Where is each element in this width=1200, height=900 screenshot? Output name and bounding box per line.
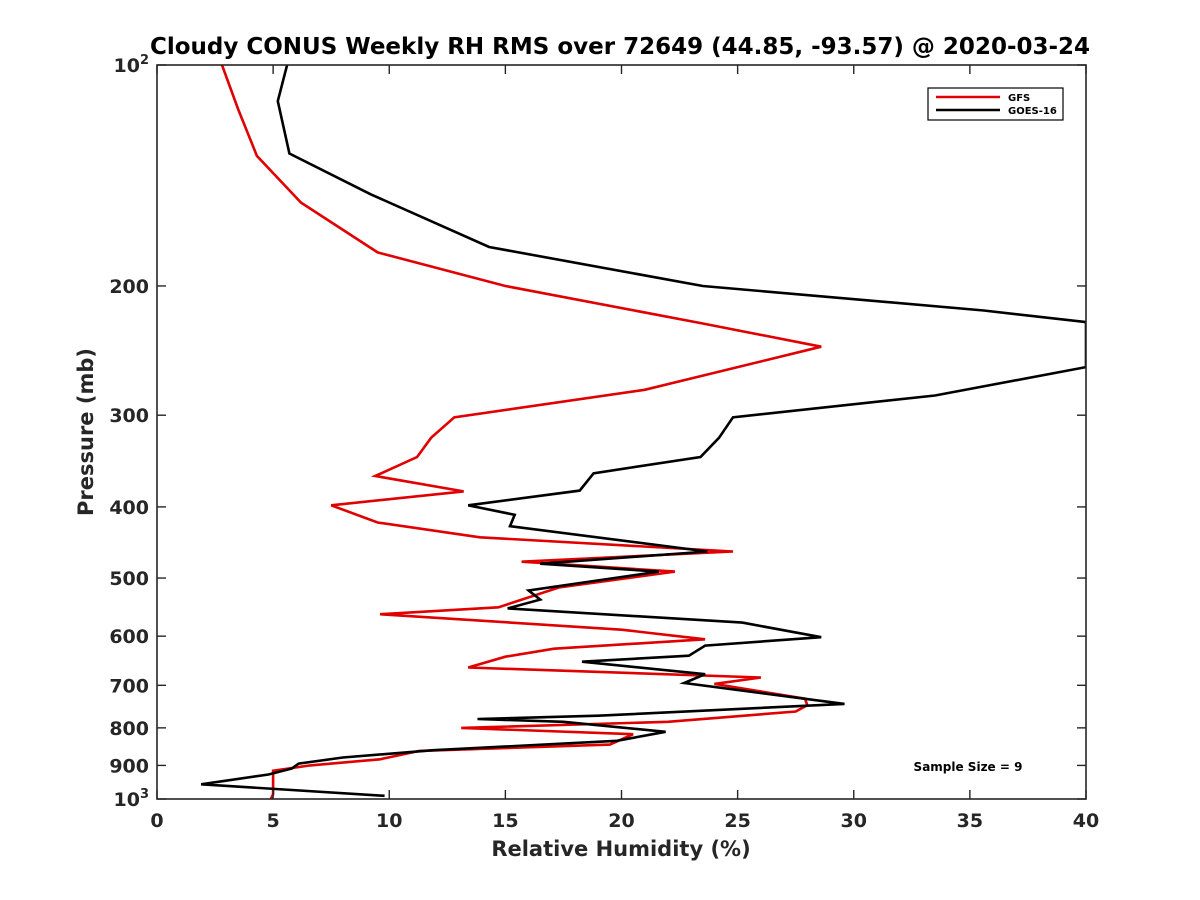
- x-tick-label: 40: [1073, 810, 1099, 832]
- y-tick-label: 800: [109, 718, 149, 740]
- x-tick-label: 35: [957, 810, 983, 832]
- sample-size-annotation: Sample Size = 9: [914, 760, 1023, 774]
- y-tick-label: 900: [109, 755, 149, 777]
- x-tick-label: 10: [376, 810, 402, 832]
- legend-box: [927, 87, 1064, 121]
- legend-label-goes-16: GOES-16: [1008, 106, 1057, 117]
- y-tick-label: 500: [109, 568, 149, 590]
- series-line-goes-16: [200, 65, 1086, 798]
- legend-label-gfs: GFS: [1008, 93, 1030, 104]
- y-axis: 102 200 300 400 500 600 700 800 900 103: [109, 53, 1086, 811]
- y-tick-label: 102: [114, 53, 150, 77]
- y-tick-label: 300: [109, 405, 149, 427]
- chart-title: Cloudy CONUS Weekly RH RMS over 72649 (4…: [150, 34, 1090, 60]
- x-tick-label: 20: [608, 810, 634, 832]
- y-tick-label: 200: [109, 276, 149, 298]
- series-line-gfs: [220, 65, 822, 799]
- x-axis-label: Relative Humidity (%): [491, 837, 750, 861]
- y-tick-label: 700: [109, 675, 149, 697]
- y-tick-label: 400: [109, 497, 149, 519]
- plot-area: [200, 65, 1086, 799]
- x-axis: 0 5 10 15 20 25 30 35 40: [150, 65, 1099, 832]
- x-tick-label: 5: [267, 810, 280, 832]
- legend: GFS GOES-16: [927, 87, 1064, 121]
- y-tick-label: 103: [114, 787, 150, 811]
- x-tick-label: 25: [724, 810, 750, 832]
- y-tick-label: 600: [109, 626, 149, 648]
- x-tick-label: 30: [841, 810, 867, 832]
- x-tick-label: 15: [492, 810, 518, 832]
- x-tick-label: 0: [150, 810, 163, 832]
- y-axis-label: Pressure (mb): [74, 348, 98, 516]
- plot-frame: [156, 64, 1087, 800]
